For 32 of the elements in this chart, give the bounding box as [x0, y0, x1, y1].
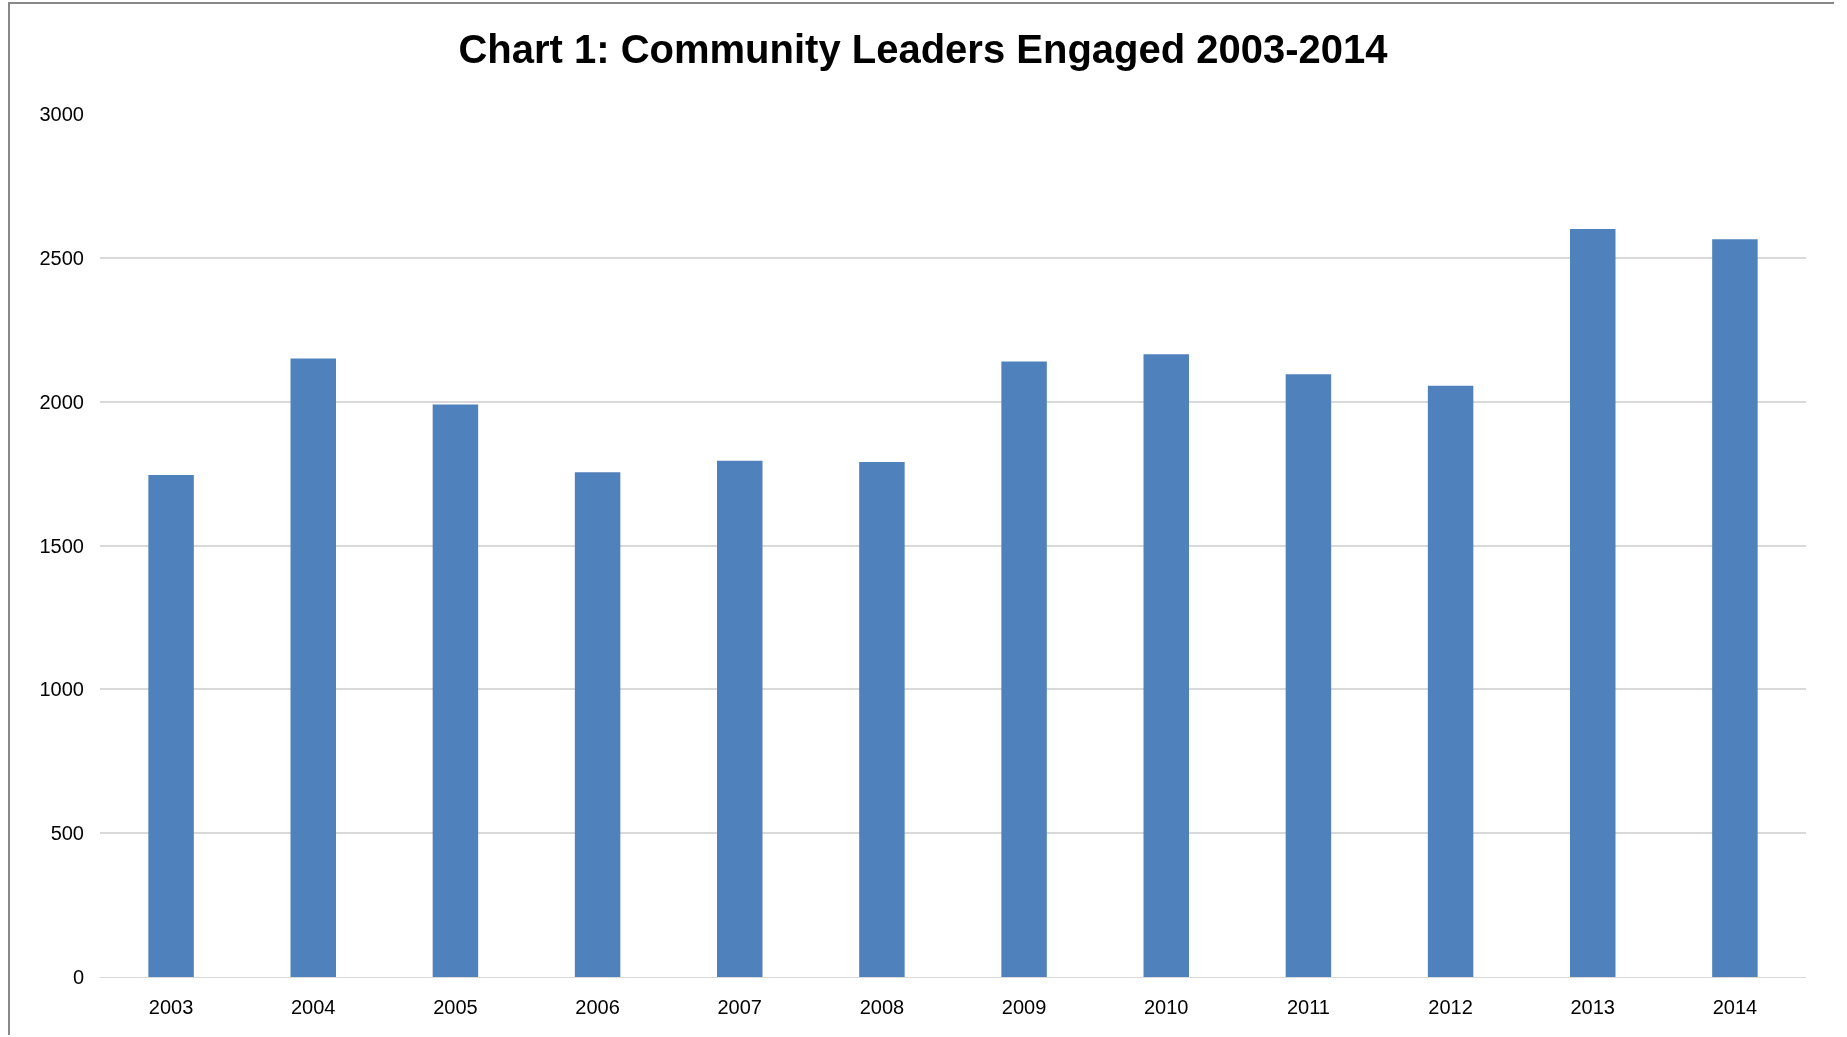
bar [1285, 374, 1332, 977]
y-tick-label: 0 [72, 966, 84, 988]
bar [432, 404, 479, 977]
x-tick-label: 2005 [433, 996, 478, 1018]
bar [574, 472, 621, 977]
y-tick-label: 2500 [39, 246, 84, 269]
x-tick-label: 2011 [1286, 996, 1330, 1018]
y-tick-label: 1000 [39, 678, 84, 701]
y-tick-label: 500 [50, 822, 84, 845]
x-tick-label: 2009 [1001, 996, 1047, 1018]
bar [1570, 229, 1616, 977]
bar [290, 358, 336, 977]
x-tick-label: 2012 [1428, 996, 1473, 1018]
bar [1143, 354, 1189, 977]
x-tick-label: 2003 [148, 996, 194, 1018]
bar [148, 475, 194, 977]
chart-title: Chart 1: Community Leaders Engaged 2003-2014 [458, 26, 1389, 71]
bar [859, 462, 905, 977]
y-tick-label: 1500 [39, 534, 84, 557]
bar [1001, 361, 1047, 977]
x-tick-label: 2010 [1144, 996, 1189, 1018]
x-tick-label: 2014 [1712, 996, 1758, 1018]
x-tick-label: 2007 [717, 996, 762, 1018]
x-tick-label: 2008 [859, 996, 905, 1018]
bar [717, 460, 763, 977]
x-tick-label: 2013 [1570, 996, 1615, 1018]
y-tick-label: 2000 [39, 390, 84, 413]
x-tick-label: 2006 [575, 996, 620, 1018]
x-tick-label: 2004 [291, 996, 336, 1018]
y-tick-label: 3000 [39, 103, 84, 125]
bar [1427, 385, 1474, 977]
bar [1712, 239, 1758, 977]
